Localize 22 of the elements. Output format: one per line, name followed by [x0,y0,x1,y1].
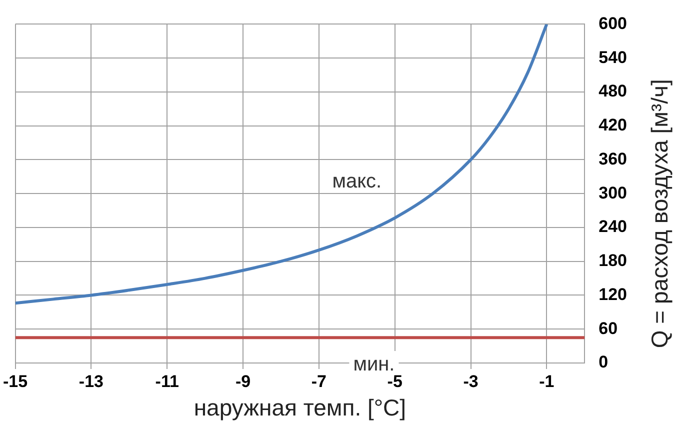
y-tick-label: 540 [598,48,628,67]
x-axis-title: наружная темп. [°C] [194,394,406,421]
x-tick-label: -13 [78,372,104,391]
y-tick-label: 0 [598,352,608,372]
x-tick-label: -7 [311,372,326,391]
y-tick-label: 480 [598,82,628,101]
y-tick-label: 600 [598,14,628,33]
x-tick-label: -9 [235,372,251,391]
x-tick-label: -15 [2,372,28,391]
y-tick-label: 300 [598,183,628,202]
line-series [15,24,548,305]
y-tick-label: 60 [598,318,618,338]
y-tick-label: 420 [598,116,628,135]
x-tick-label: -3 [463,372,478,391]
y-tick-label: 360 [598,149,628,168]
x-tick-label: -1 [539,372,554,391]
y-tick-label: 240 [598,217,628,236]
x-tick-label: -11 [155,372,179,391]
y-tick-label: 120 [598,284,628,304]
annotation: макс. [332,170,382,193]
y-axis-title: Q = расход воздуха [м³/ч] [646,79,672,348]
y-tick-label: 180 [598,251,628,270]
